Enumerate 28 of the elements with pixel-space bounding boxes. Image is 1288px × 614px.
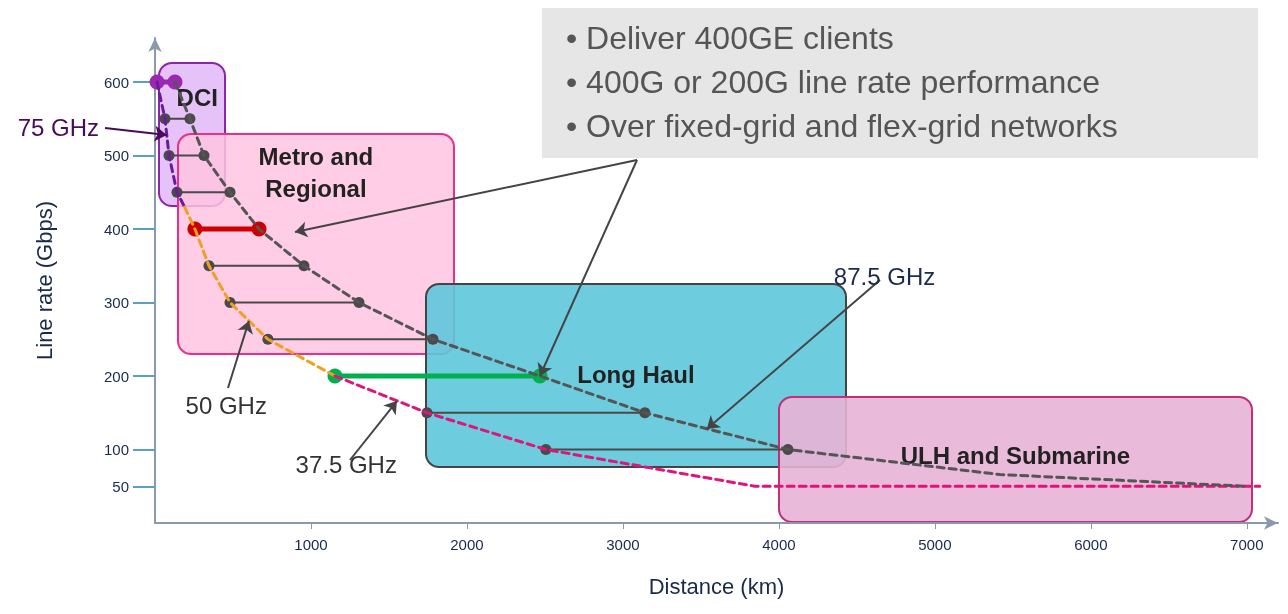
region-box: Metro and Regional xyxy=(177,132,455,355)
y-tick-label: 100 xyxy=(103,441,129,459)
y-tick-label: 200 xyxy=(103,367,129,385)
y-axis-title: Line rate (Gbps) xyxy=(31,201,57,360)
annotation: 37.5 GHz xyxy=(295,451,397,479)
region-box: ULH and Submarine xyxy=(777,395,1253,523)
x-tick-label: 6000 xyxy=(1074,536,1108,553)
y-tick-label: 50 xyxy=(112,477,129,495)
y-tick-label: 600 xyxy=(103,73,129,91)
annotation: • Deliver 400GE clients xyxy=(566,19,895,58)
y-tick-label: 300 xyxy=(103,294,129,312)
y-tick-label: 400 xyxy=(103,220,129,238)
annotation: Metro and Regional xyxy=(257,141,375,204)
x-tick-label: 2000 xyxy=(450,536,484,553)
annotation: Long Haul xyxy=(577,360,695,391)
annotation: ULH and Submarine xyxy=(900,441,1130,472)
y-tick-label: 500 xyxy=(103,147,129,165)
x-tick-label: 3000 xyxy=(606,536,640,553)
annotation: • 400G or 200G line rate performance xyxy=(566,63,1102,102)
annotation: 50 GHz xyxy=(185,392,267,420)
annotation: • Over fixed-grid and flex-grid networks xyxy=(566,107,1119,146)
x-tick-label: 7000 xyxy=(1230,536,1264,553)
x-tick-label: 4000 xyxy=(762,536,796,553)
x-axis-title: Distance (km) xyxy=(648,573,785,599)
x-tick-label: 1000 xyxy=(294,536,328,553)
note-box: • Deliver 400GE clients • 400G or 200G line rate performance • Over fixed-grid and flex-grid networks xyxy=(542,8,1258,158)
x-tick-label: 5000 xyxy=(918,536,952,553)
annotation: 75 GHz xyxy=(17,113,100,141)
